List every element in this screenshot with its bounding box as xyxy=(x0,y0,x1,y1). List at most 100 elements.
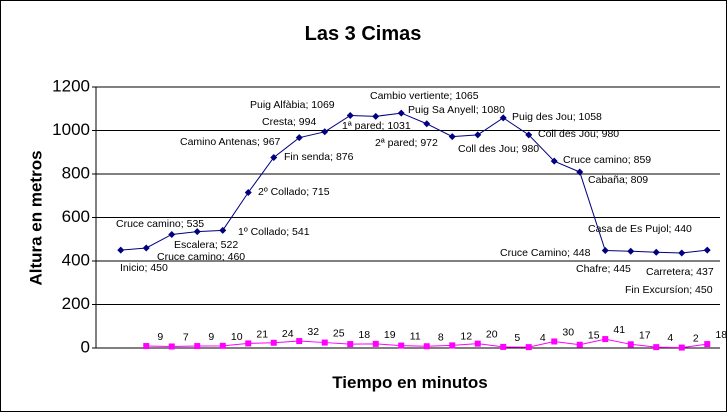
point xyxy=(423,120,431,128)
data-label: Cambio vertiente; 1065 xyxy=(370,90,479,102)
data-label: 10 xyxy=(231,331,243,343)
point xyxy=(168,343,175,350)
data-label: Puig Alfàbia; 1069 xyxy=(250,99,335,111)
y-tick-label: 200 xyxy=(62,294,90,313)
point xyxy=(423,343,430,350)
data-label: Puig Sa Anyell; 1080 xyxy=(408,104,505,116)
y-tick-label: 400 xyxy=(62,250,90,269)
data-label: Cruce camino; 460 xyxy=(157,251,245,263)
point xyxy=(168,230,176,238)
data-label: 9 xyxy=(157,331,163,343)
point xyxy=(576,168,584,176)
point xyxy=(474,131,482,139)
data-label: 12 xyxy=(460,330,472,342)
y-tick-label: 600 xyxy=(62,207,90,226)
data-label: Chafre; 445 xyxy=(576,263,631,275)
data-label: 1ª pared; 1031 xyxy=(342,120,411,132)
point xyxy=(295,134,303,142)
data-label: Cruce camino; 859 xyxy=(563,154,651,166)
point xyxy=(194,343,201,350)
data-label: Coll des Jou; 980 xyxy=(458,143,539,155)
point xyxy=(245,340,252,347)
point xyxy=(678,249,686,257)
data-label: Cabaña; 809 xyxy=(588,174,648,186)
point xyxy=(117,246,125,254)
point xyxy=(652,248,660,256)
y-tick-label: 1200 xyxy=(52,76,90,95)
data-label: 2º Collado; 715 xyxy=(258,186,330,198)
data-label: Fin Excursíon; 450 xyxy=(625,284,713,296)
point xyxy=(551,338,558,345)
data-label: Coll des Jou; 980 xyxy=(538,128,619,140)
point xyxy=(372,340,379,347)
point xyxy=(397,109,405,117)
point xyxy=(601,247,609,255)
data-label: 20 xyxy=(486,329,498,341)
data-label: 8 xyxy=(438,331,444,343)
x-axis-label: Tiempo en minutos xyxy=(332,373,488,392)
data-label: 32 xyxy=(307,326,319,338)
y-tick-label: 0 xyxy=(81,337,90,356)
point xyxy=(653,344,660,351)
data-label: 2ª pared; 972 xyxy=(375,137,438,149)
data-label: Fin senda; 876 xyxy=(284,151,354,163)
point xyxy=(270,153,278,161)
data-label: 41 xyxy=(613,324,625,336)
y-tick-label: 800 xyxy=(62,163,90,182)
y-axis-label: Altura en metros xyxy=(26,150,45,285)
data-label: Puig des Jou; 1058 xyxy=(512,111,602,123)
data-label: 2 xyxy=(693,333,699,345)
series-line xyxy=(120,112,708,254)
data-label: 21 xyxy=(256,328,268,340)
data-label: 30 xyxy=(562,326,574,338)
point xyxy=(474,340,481,347)
point xyxy=(576,341,583,348)
point xyxy=(296,338,303,345)
data-label: 5 xyxy=(514,332,520,344)
data-label: Casa de Es Pujol; 440 xyxy=(588,223,692,235)
point xyxy=(704,341,711,348)
data-label: 17 xyxy=(639,329,651,341)
data-label: 18 xyxy=(358,329,370,341)
point xyxy=(448,133,456,141)
data-label: Cruce camino; 535 xyxy=(116,218,204,230)
data-label: 9 xyxy=(208,331,214,343)
point xyxy=(602,336,609,343)
data-label: 18 xyxy=(715,329,727,341)
point xyxy=(143,343,150,350)
data-label: Cruce Camino; 448 xyxy=(500,247,591,259)
data-label: Camino Antenas; 967 xyxy=(180,136,281,148)
point xyxy=(270,339,277,346)
data-label: 4 xyxy=(540,332,546,344)
point xyxy=(321,339,328,346)
data-label: 15 xyxy=(588,330,600,342)
point xyxy=(525,131,533,139)
point xyxy=(499,114,507,122)
point xyxy=(321,128,329,136)
data-label: 11 xyxy=(410,331,421,343)
point xyxy=(678,344,685,351)
point xyxy=(703,246,711,254)
data-label: Escalera; 522 xyxy=(174,239,238,251)
point xyxy=(219,342,226,349)
data-label: 1º Collado; 541 xyxy=(238,226,310,238)
chart-title: Las 3 Cimas xyxy=(305,23,422,45)
point xyxy=(398,342,405,349)
data-label: Inicio; 450 xyxy=(120,262,168,274)
data-label: 24 xyxy=(282,328,294,340)
point xyxy=(525,344,532,351)
point xyxy=(219,226,227,234)
point xyxy=(346,111,354,119)
point xyxy=(142,244,150,252)
data-label: Carretera; 437 xyxy=(646,266,714,278)
point xyxy=(244,188,252,196)
data-label: 25 xyxy=(333,328,345,340)
point xyxy=(550,157,558,165)
point xyxy=(627,247,635,255)
point xyxy=(347,341,354,348)
data-label: Cresta; 994 xyxy=(262,116,316,128)
data-label: 19 xyxy=(384,329,396,341)
y-tick-label: 1000 xyxy=(52,120,90,139)
data-label: 4 xyxy=(667,332,673,344)
